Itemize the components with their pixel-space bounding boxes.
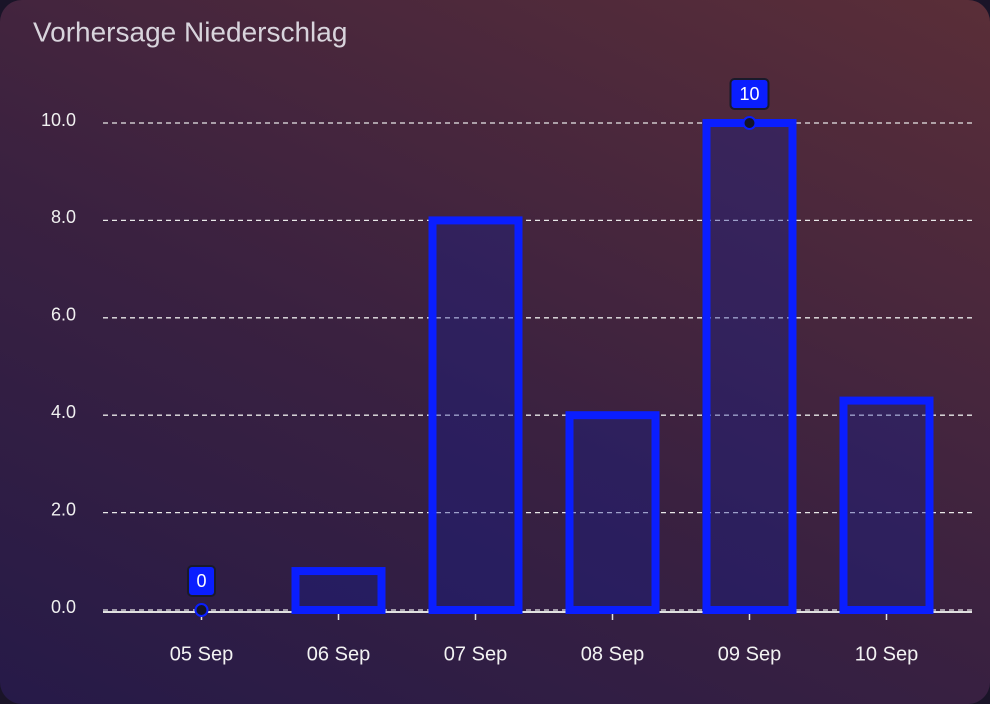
- y-tick-label: 4.0: [51, 402, 76, 422]
- bar: [291, 567, 386, 614]
- bar: [702, 119, 797, 614]
- y-tick-label: 2.0: [51, 499, 76, 519]
- value-label-box: [729, 78, 770, 110]
- y-tick-label: 10.0: [41, 110, 76, 130]
- y-tick-label: 8.0: [51, 207, 76, 227]
- chart-title: Vorhersage Niederschlag: [33, 16, 347, 47]
- y-tick-label: 6.0: [51, 305, 76, 325]
- value-label: 0: [196, 571, 206, 591]
- x-tick-label: 05 Sep: [170, 643, 233, 665]
- bar: [839, 396, 934, 614]
- value-label: 10: [739, 84, 759, 104]
- x-tick-label: 08 Sep: [581, 643, 644, 665]
- value-label-box: [187, 565, 216, 597]
- x-tick-label: 06 Sep: [307, 643, 370, 665]
- x-tick-label: 10 Sep: [855, 643, 918, 665]
- bar: [428, 216, 523, 614]
- x-tick-label: 09 Sep: [718, 643, 781, 665]
- x-tick-label: 07 Sep: [444, 643, 507, 665]
- bar: [565, 411, 660, 615]
- value-marker: [742, 116, 757, 130]
- value-marker: [194, 603, 209, 617]
- y-tick-label: 0.0: [51, 597, 76, 617]
